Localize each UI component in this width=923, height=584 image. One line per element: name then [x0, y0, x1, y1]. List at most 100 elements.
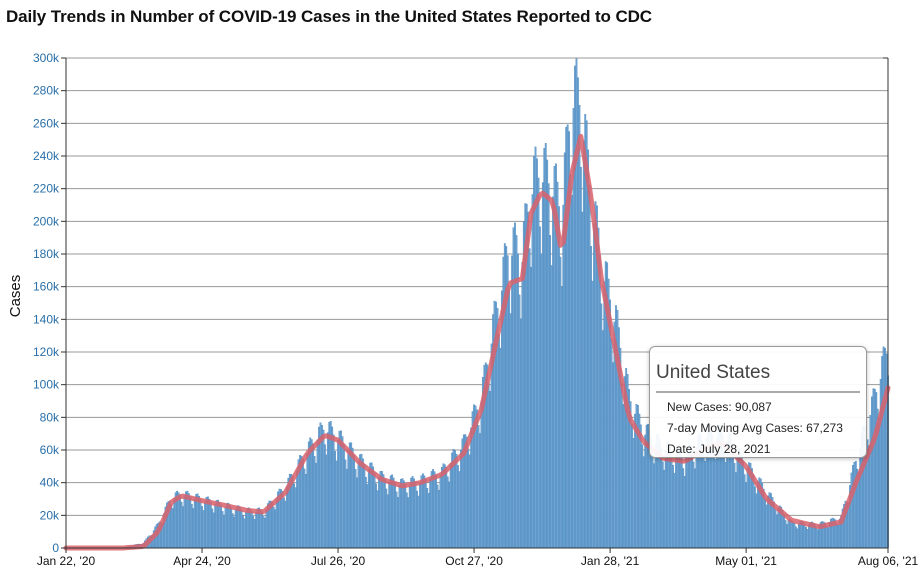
daily-case-bar[interactable]: [582, 140, 585, 549]
daily-case-bar[interactable]: [802, 522, 805, 549]
daily-case-bar[interactable]: [224, 507, 227, 549]
daily-case-bar[interactable]: [479, 433, 481, 549]
daily-case-bar[interactable]: [723, 451, 726, 549]
daily-case-bar[interactable]: [218, 501, 221, 549]
daily-case-bar[interactable]: [777, 507, 780, 549]
daily-case-bar[interactable]: [340, 430, 342, 549]
daily-case-bar[interactable]: [642, 456, 645, 549]
daily-case-bar[interactable]: [449, 463, 452, 549]
daily-case-bar[interactable]: [221, 511, 224, 549]
daily-case-bar[interactable]: [183, 496, 186, 549]
daily-case-bar[interactable]: [508, 289, 511, 549]
daily-case-bar[interactable]: [404, 483, 407, 549]
daily-case-bar[interactable]: [226, 503, 228, 549]
daily-case-bar[interactable]: [304, 473, 307, 549]
daily-case-bar[interactable]: [489, 391, 492, 549]
daily-case-bar[interactable]: [796, 528, 799, 549]
daily-case-bar[interactable]: [264, 517, 266, 549]
daily-case-bar[interactable]: [195, 494, 198, 549]
daily-case-bar[interactable]: [480, 400, 483, 549]
daily-case-bar[interactable]: [375, 483, 377, 549]
daily-case-bar[interactable]: [230, 507, 233, 549]
daily-case-bar[interactable]: [875, 392, 878, 549]
daily-case-bar[interactable]: [792, 521, 794, 549]
daily-case-bar[interactable]: [439, 474, 442, 549]
daily-case-bar[interactable]: [541, 182, 544, 549]
daily-case-bar[interactable]: [359, 454, 361, 549]
daily-case-bar[interactable]: [322, 429, 325, 549]
daily-case-bar[interactable]: [593, 223, 595, 549]
daily-case-bar[interactable]: [259, 509, 262, 549]
daily-case-bar[interactable]: [853, 462, 856, 549]
daily-case-bar[interactable]: [261, 511, 263, 549]
daily-case-bar[interactable]: [528, 248, 531, 549]
daily-case-bar[interactable]: [426, 487, 429, 549]
daily-case-bar[interactable]: [227, 502, 230, 549]
daily-case-bar[interactable]: [878, 417, 881, 549]
daily-case-bar[interactable]: [503, 243, 506, 549]
daily-case-bar[interactable]: [275, 498, 278, 549]
daily-case-bar[interactable]: [321, 424, 323, 549]
daily-case-bar[interactable]: [786, 524, 788, 549]
daily-case-bar[interactable]: [381, 471, 383, 549]
daily-case-bar[interactable]: [530, 266, 532, 549]
daily-case-bar[interactable]: [413, 478, 415, 549]
daily-case-bar[interactable]: [228, 504, 231, 549]
daily-case-bar[interactable]: [422, 473, 424, 549]
daily-case-bar[interactable]: [205, 497, 208, 549]
daily-case-bar[interactable]: [341, 436, 344, 549]
daily-case-bar[interactable]: [416, 490, 418, 549]
daily-case-bar[interactable]: [356, 477, 358, 549]
daily-case-bar[interactable]: [610, 338, 613, 549]
daily-case-bar[interactable]: [303, 468, 306, 549]
daily-case-bar[interactable]: [511, 255, 513, 549]
daily-case-bar[interactable]: [350, 442, 353, 549]
daily-case-bar[interactable]: [370, 462, 373, 549]
daily-case-bar[interactable]: [441, 466, 443, 549]
daily-case-bar[interactable]: [476, 409, 478, 549]
daily-case-bar[interactable]: [247, 507, 250, 549]
daily-case-bar[interactable]: [430, 471, 433, 549]
daily-case-bar[interactable]: [536, 158, 538, 549]
daily-case-bar[interactable]: [193, 498, 196, 549]
daily-case-bar[interactable]: [338, 430, 341, 549]
daily-case-bar[interactable]: [527, 211, 530, 549]
daily-case-bar[interactable]: [209, 502, 212, 549]
daily-case-bar[interactable]: [544, 143, 547, 549]
daily-case-bar[interactable]: [764, 498, 767, 549]
daily-case-bar[interactable]: [672, 464, 674, 549]
daily-case-bar[interactable]: [691, 449, 693, 549]
daily-case-bar[interactable]: [825, 525, 828, 549]
daily-case-bar[interactable]: [407, 497, 410, 549]
daily-case-bar[interactable]: [743, 474, 746, 549]
daily-case-bar[interactable]: [253, 519, 256, 549]
daily-case-bar[interactable]: [334, 451, 337, 549]
daily-case-bar[interactable]: [852, 465, 854, 549]
daily-case-bar[interactable]: [310, 439, 313, 549]
daily-case-bar[interactable]: [306, 453, 309, 549]
daily-case-bar[interactable]: [745, 482, 748, 549]
daily-case-bar[interactable]: [429, 478, 432, 549]
daily-case-bar[interactable]: [353, 454, 356, 549]
daily-case-bar[interactable]: [433, 471, 436, 549]
daily-case-bar[interactable]: [724, 461, 727, 549]
daily-case-bar[interactable]: [549, 235, 552, 549]
daily-case-bar[interactable]: [179, 495, 181, 549]
daily-case-bar[interactable]: [401, 478, 404, 549]
daily-case-bar[interactable]: [736, 455, 739, 549]
daily-case-bar[interactable]: [644, 434, 647, 549]
daily-case-bar[interactable]: [793, 523, 796, 549]
daily-case-bar[interactable]: [394, 482, 396, 549]
daily-case-bar[interactable]: [835, 523, 838, 549]
daily-case-bar[interactable]: [714, 458, 717, 549]
daily-case-bar[interactable]: [256, 508, 259, 549]
daily-case-bar[interactable]: [379, 471, 382, 549]
daily-case-bar[interactable]: [344, 459, 347, 549]
daily-case-bar[interactable]: [598, 255, 601, 549]
daily-case-bar[interactable]: [784, 520, 787, 549]
daily-case-bar[interactable]: [578, 104, 581, 549]
daily-case-bar[interactable]: [789, 518, 791, 549]
daily-case-bar[interactable]: [603, 281, 606, 549]
daily-case-bar[interactable]: [316, 439, 319, 549]
new-cases-bars[interactable]: [66, 58, 889, 549]
